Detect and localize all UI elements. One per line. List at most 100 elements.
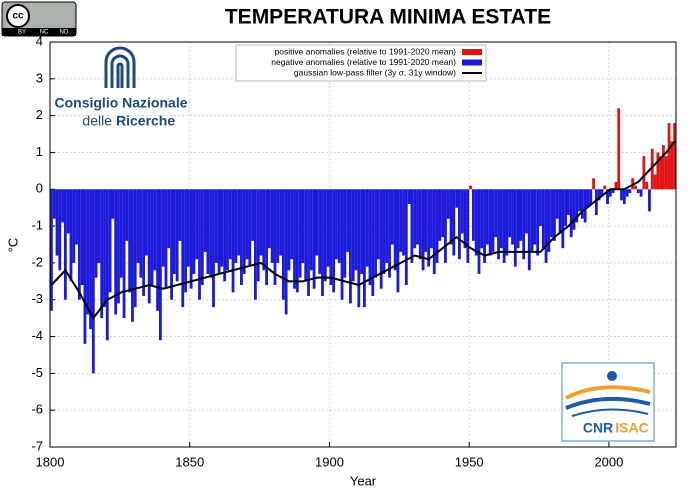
bar — [402, 189, 405, 256]
bar — [508, 189, 512, 238]
bar — [301, 189, 305, 263]
bar — [611, 189, 615, 193]
bar — [181, 189, 185, 308]
bar — [164, 189, 168, 289]
bar — [100, 189, 104, 319]
bar — [89, 189, 92, 330]
bar — [172, 189, 176, 274]
bar — [259, 189, 263, 256]
bar — [248, 189, 252, 267]
bar — [636, 189, 640, 193]
bar — [192, 189, 196, 274]
bar — [583, 189, 587, 223]
bar — [63, 189, 67, 300]
bar — [69, 189, 73, 282]
bar — [589, 189, 593, 204]
bar — [293, 189, 296, 289]
bar — [105, 189, 109, 341]
bar — [251, 189, 255, 241]
x-axis-label: Year — [350, 473, 377, 488]
bar — [223, 189, 227, 282]
bar — [318, 189, 322, 274]
bar — [287, 189, 291, 271]
bar — [323, 189, 327, 282]
y-tick-label: -2 — [31, 254, 43, 269]
bar — [396, 189, 400, 293]
bar — [578, 189, 581, 212]
cc-nd: ND — [60, 30, 69, 36]
bar — [365, 189, 369, 267]
y-tick-label: 3 — [36, 70, 43, 85]
bar — [463, 189, 467, 249]
bar — [606, 189, 609, 204]
isac-wave — [571, 408, 649, 417]
bar — [86, 189, 90, 315]
bar — [133, 189, 137, 308]
bar — [525, 189, 528, 234]
cnr-name: delle — [82, 113, 112, 129]
legend-label: positive anomalies (relative to 1991-202… — [275, 46, 457, 56]
bar — [516, 189, 520, 249]
bar — [170, 189, 173, 300]
bar — [371, 189, 375, 297]
bar — [153, 189, 157, 271]
bar — [111, 189, 115, 219]
bar — [167, 189, 171, 249]
cc-strip — [2, 28, 76, 36]
bar — [265, 189, 268, 285]
bar — [329, 189, 333, 285]
chart-title: TEMPERATURA MINIMA ESTATE — [225, 6, 551, 29]
bar — [66, 189, 70, 234]
bar — [435, 189, 439, 263]
bar — [242, 189, 246, 274]
bar — [527, 189, 531, 271]
bar — [597, 189, 601, 201]
bar — [77, 189, 81, 300]
bar — [108, 189, 112, 293]
bar — [421, 189, 425, 271]
smooth-line — [50, 140, 676, 320]
y-tick-label: -1 — [31, 218, 43, 233]
bar — [511, 189, 514, 245]
bar — [80, 189, 84, 285]
bar — [184, 189, 187, 293]
bar — [460, 189, 464, 234]
cc-badge: cc BY NC ND — [1, 1, 77, 37]
bar — [418, 189, 422, 260]
bar — [639, 189, 643, 197]
bar — [178, 189, 182, 241]
bar — [309, 189, 313, 271]
bar — [198, 189, 201, 300]
y-tick-label: -6 — [31, 402, 43, 417]
bar — [469, 185, 472, 190]
bar — [304, 189, 308, 282]
bar — [424, 189, 428, 252]
bar — [533, 189, 537, 245]
bar — [83, 189, 87, 344]
bar — [466, 189, 470, 263]
bar — [228, 189, 232, 260]
isac-isac: ISAC — [615, 420, 648, 436]
isac-logo: CNR ISAC — [561, 362, 655, 442]
bar — [139, 189, 143, 278]
y-tick-label: 4 — [36, 33, 43, 48]
y-tick-label: -4 — [31, 328, 43, 343]
bar — [438, 189, 442, 241]
bar — [161, 189, 165, 267]
bar — [125, 189, 129, 241]
bar — [452, 189, 456, 256]
bar — [673, 123, 676, 190]
y-tick-label: -3 — [31, 291, 43, 306]
x-tick-label: 1950 — [455, 454, 484, 469]
legend-swatch — [462, 49, 482, 55]
bar — [119, 189, 123, 278]
bar — [58, 189, 62, 271]
bar — [200, 189, 204, 285]
x-tick-label: 1900 — [315, 454, 344, 469]
bar — [667, 123, 671, 190]
bar — [430, 189, 433, 249]
bar — [480, 189, 484, 249]
bar — [488, 189, 492, 256]
bar — [142, 189, 146, 297]
bar — [541, 189, 545, 249]
